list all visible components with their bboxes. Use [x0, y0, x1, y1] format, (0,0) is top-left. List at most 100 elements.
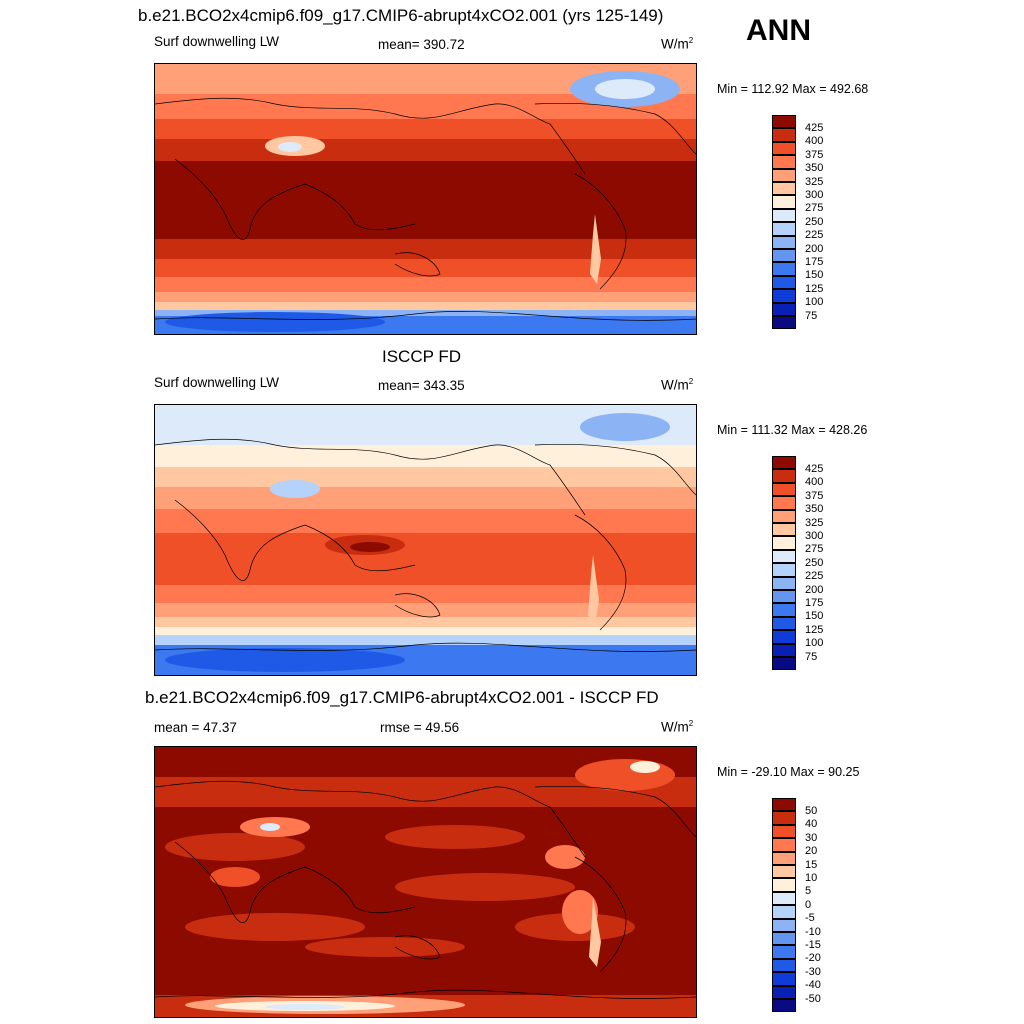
colorbar-tick-label: 400: [805, 135, 824, 148]
colorbar-swatch: [772, 824, 796, 839]
colorbar-tick-label: 400: [805, 476, 824, 489]
colorbar-swatch: [772, 999, 796, 1013]
colorbar-tick-label: 325: [805, 175, 824, 188]
panel-3-map: [154, 746, 697, 1018]
colorbar-tick-label: 425: [805, 462, 824, 475]
colorbar-swatch: [772, 523, 796, 537]
colorbar-swatch: [772, 603, 796, 617]
panel-3-mean-label: mean = 47.37: [154, 720, 237, 735]
colorbar-swatch: [772, 141, 796, 156]
colorbar-tick-label: 175: [805, 255, 824, 268]
colorbar-swatch: [772, 302, 796, 316]
panel-2-mean-label: mean= 343.35: [378, 378, 465, 393]
colorbar-tick-label: 350: [805, 503, 824, 516]
colorbar-tick-label: 10: [805, 871, 818, 884]
colorbar-swatch: [772, 195, 796, 209]
colorbar-tick-label: 0: [805, 898, 812, 911]
panel-3-minmax: Min = -29.10 Max = 90.25: [717, 765, 860, 779]
colorbar-swatch: [772, 590, 796, 604]
panel-1-minmax: Min = 112.92 Max = 492.68: [717, 82, 869, 96]
colorbar-swatch: [772, 115, 796, 129]
colorbar-tick-label: 275: [805, 543, 824, 556]
colorbar-tick-label: -10: [805, 925, 821, 938]
colorbar-swatch: [772, 549, 796, 564]
colorbar-tick-label: 40: [805, 818, 818, 831]
colorbar-tick-label: 175: [805, 596, 824, 609]
panel-1-units: W/m2: [661, 36, 694, 52]
colorbar-swatch: [772, 798, 796, 812]
colorbar-tick-label: 250: [805, 215, 824, 228]
colorbar-tick-label: 225: [805, 229, 824, 242]
colorbar-tick-label: 300: [805, 188, 824, 201]
colorbar-tick-label: 225: [805, 570, 824, 583]
colorbar-tick-label: 20: [805, 845, 818, 858]
panel-3-colorbar: -50 -40 -30 -20 -15 -10 -5 0 5 10 15 20 30 40 50: [772, 798, 842, 1013]
colorbar-tick-label: -30: [805, 965, 821, 978]
panel-2-title: ISCCP FD: [382, 347, 462, 366]
colorbar-swatch: [772, 316, 796, 330]
colorbar-swatch: [772, 128, 796, 142]
colorbar-swatch: [772, 208, 796, 223]
panel-1-mean-label: mean= 390.72: [378, 37, 465, 52]
colorbar-tick-label: 200: [805, 583, 824, 596]
colorbar-swatch: [772, 289, 796, 303]
colorbar-swatch: [772, 945, 796, 959]
colorbar-swatch: [772, 838, 796, 852]
panel-2-map: [154, 404, 697, 676]
colorbar-tick-label: 150: [805, 269, 824, 282]
colorbar-tick-label: 150: [805, 610, 824, 623]
colorbar-swatch: [772, 932, 796, 946]
colorbar-swatch: [772, 643, 796, 657]
panel-2-units: W/m2: [661, 377, 694, 393]
colorbar-tick-label: -15: [805, 938, 821, 951]
panel-1-title: b.e21.BCO2x4cmip6.f09_g17.CMIP6-abrupt4x…: [138, 6, 664, 25]
colorbar-tick-label: 100: [805, 296, 824, 309]
colorbar-tick-label: 15: [805, 858, 818, 871]
colorbar-swatch: [772, 456, 796, 470]
colorbar-swatch: [772, 496, 796, 510]
colorbar-tick-label: 125: [805, 623, 824, 636]
colorbar-tick-label: 75: [805, 309, 818, 322]
colorbar-tick-label: 50: [805, 804, 818, 817]
panel-3-title: b.e21.BCO2x4cmip6.f09_g17.CMIP6-abrupt4x…: [145, 688, 659, 707]
colorbar-tick-label: -5: [805, 912, 815, 925]
panel-3-rmse-label: rmse = 49.56: [380, 720, 460, 735]
colorbar-swatch: [772, 891, 796, 906]
panel-2-minmax: Min = 111.32 Max = 428.26: [717, 423, 868, 437]
panel-2-variable-label: Surf downwelling LW: [154, 375, 280, 390]
colorbar-swatch: [772, 235, 796, 249]
colorbar-tick-label: -50: [805, 992, 821, 1005]
panel-3-units: W/m2: [661, 719, 694, 735]
panel-1-variable-label: Surf downwelling LW: [154, 34, 280, 49]
colorbar-tick-label: 125: [805, 282, 824, 295]
colorbar-swatch: [772, 249, 796, 263]
colorbar-swatch: [772, 878, 796, 892]
colorbar-tick-label: 100: [805, 637, 824, 650]
colorbar-tick-label: 425: [805, 121, 824, 134]
panel-1-colorbar: 75 100 125 150 175 200 225 250 275 300 325 350 375 40…: [772, 115, 842, 330]
colorbar-swatch: [772, 657, 796, 671]
colorbar-tick-label: 275: [805, 202, 824, 215]
colorbar-swatch: [772, 630, 796, 644]
colorbar-swatch: [772, 275, 796, 290]
colorbar-swatch: [772, 563, 796, 577]
colorbar-swatch: [772, 509, 796, 523]
panel-1-map: [154, 63, 697, 335]
colorbar-tick-label: 375: [805, 148, 824, 161]
colorbar-swatch: [772, 482, 796, 497]
colorbar-swatch: [772, 905, 796, 919]
colorbar-swatch: [772, 811, 796, 825]
colorbar-swatch: [772, 155, 796, 169]
colorbar-swatch: [772, 182, 796, 196]
colorbar-tick-label: 75: [805, 650, 818, 663]
colorbar-swatch: [772, 168, 796, 182]
colorbar-swatch: [772, 536, 796, 550]
colorbar-tick-label: 300: [805, 529, 824, 542]
season-label: ANN: [746, 14, 811, 47]
colorbar-swatch: [772, 972, 796, 986]
colorbar-tick-label: 200: [805, 242, 824, 255]
colorbar-tick-label: 250: [805, 556, 824, 569]
colorbar-swatch: [772, 262, 796, 276]
colorbar-tick-label: 30: [805, 831, 818, 844]
colorbar-swatch: [772, 616, 796, 631]
